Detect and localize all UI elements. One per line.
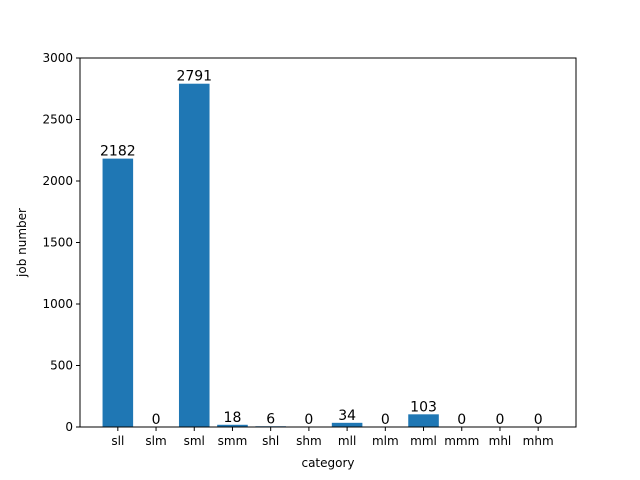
data-label-mml: 103 xyxy=(410,399,437,415)
x-tick-label-mll: mll xyxy=(338,434,356,448)
y-tick-label-2500: 2500 xyxy=(42,113,73,127)
bar-smm xyxy=(217,424,248,427)
data-label-smm: 18 xyxy=(224,410,242,426)
x-tick-label-sll: sll xyxy=(111,434,124,448)
data-label-slm: 0 xyxy=(152,412,161,428)
x-tick-label-sml: sml xyxy=(184,434,205,448)
bar-sll xyxy=(102,158,134,428)
data-label-sml: 2791 xyxy=(176,69,212,85)
data-label-mhl: 0 xyxy=(495,412,504,428)
data-label-mll: 34 xyxy=(338,408,356,424)
bar-mll xyxy=(331,422,363,427)
data-label-mmm: 0 xyxy=(457,412,466,428)
x-tick-label-mmm: mmm xyxy=(444,434,479,448)
data-label-shl: 6 xyxy=(266,411,275,427)
y-tick-label-1500: 1500 xyxy=(42,236,73,250)
y-axis: 0 500 1000 1500 2000 2500 3000 xyxy=(42,51,80,434)
data-label-shm: 0 xyxy=(304,412,313,428)
data-labels-group: 2182 0 2791 18 6 0 34 0 103 0 0 0 xyxy=(100,69,543,428)
bar-mml xyxy=(408,414,439,427)
bars-group xyxy=(102,83,439,428)
data-label-mhm: 0 xyxy=(534,412,543,428)
x-tick-label-mhl: mhl xyxy=(489,434,512,448)
data-label-mlm: 0 xyxy=(381,412,390,428)
y-tick-label-0: 0 xyxy=(65,420,73,434)
y-axis-label: job number xyxy=(15,208,29,278)
x-tick-label-shm: shm xyxy=(296,434,322,448)
x-axis: sll slm sml smm shl shm mll mlm mml mmm mhl mhm xyxy=(111,427,554,448)
data-label-sll: 2182 xyxy=(100,144,136,160)
x-tick-label-mlm: mlm xyxy=(372,434,399,448)
x-tick-label-slm: slm xyxy=(145,434,166,448)
x-tick-label-mml: mml xyxy=(410,434,437,448)
y-tick-label-500: 500 xyxy=(50,359,73,373)
y-tick-label-1000: 1000 xyxy=(42,297,73,311)
x-tick-label-shl: shl xyxy=(262,434,279,448)
y-tick-label-2000: 2000 xyxy=(42,174,73,188)
bar-sml xyxy=(178,83,210,428)
y-tick-label-3000: 3000 xyxy=(42,51,73,65)
x-tick-label-mhm: mhm xyxy=(523,434,554,448)
x-axis-label: category xyxy=(301,456,354,470)
x-tick-label-smm: smm xyxy=(218,434,248,448)
